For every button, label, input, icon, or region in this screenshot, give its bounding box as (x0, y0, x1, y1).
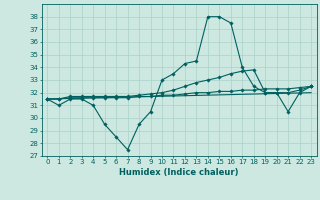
X-axis label: Humidex (Indice chaleur): Humidex (Indice chaleur) (119, 168, 239, 177)
